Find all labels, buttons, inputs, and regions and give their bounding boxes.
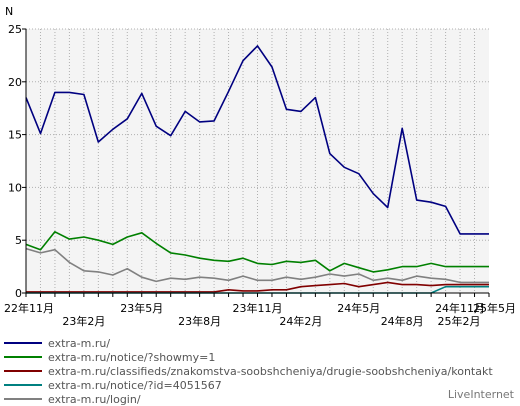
y-axis-label: N <box>5 5 13 18</box>
x-tick-label: 24年11月 <box>435 301 485 315</box>
x-tick-label: 24年5月 <box>337 301 380 315</box>
legend-item: extra-m.ru/ <box>4 336 110 350</box>
legend-label: extra-m.ru/ <box>48 336 111 350</box>
x-tick-label: 23年2月 <box>62 314 105 328</box>
x-tick-label: 22年11月 <box>4 301 54 315</box>
series-line-3 <box>26 281 489 293</box>
series-line-5 <box>25 247 489 284</box>
x-tick-label: 25年2月 <box>438 314 481 328</box>
x-tick-label: 23年11月 <box>233 301 283 315</box>
legend-label: extra-m.ru/classifieds/znakomstva-soobsh… <box>48 364 493 378</box>
series-line-2 <box>25 231 489 273</box>
legend-label: extra-m.ru/notice/?showmy=1 <box>48 350 216 364</box>
legend-item: extra-m.ru/notice/?showmy=1 <box>4 350 215 364</box>
x-tick-label: 24年8月 <box>381 314 424 328</box>
series-line-1 <box>25 45 489 235</box>
y-tick-label: 25 <box>8 23 22 36</box>
legend-swatch <box>4 370 42 372</box>
legend-swatch <box>4 356 42 358</box>
legend-item: extra-m.ru/notice/?id=4051567 <box>4 378 222 392</box>
y-tick-label: 15 <box>8 129 22 142</box>
legend-label: extra-m.ru/login/ <box>48 392 141 406</box>
y-tick-label: 5 <box>15 234 22 247</box>
y-tick-label: 10 <box>8 181 22 194</box>
legend-item: extra-m.ru/login/ <box>4 392 141 406</box>
x-tick-label: 23年8月 <box>178 314 221 328</box>
x-tick-label: 24年2月 <box>279 314 322 328</box>
legend-swatch <box>4 384 42 386</box>
legend-swatch <box>4 342 42 344</box>
legend-item: extra-m.ru/classifieds/znakomstva-soobsh… <box>4 364 493 378</box>
x-tick-label: 23年5月 <box>120 301 163 315</box>
y-axis-ticks: 0 5 10 15 20 25 <box>8 23 26 300</box>
legend-label: extra-m.ru/notice/?id=4051567 <box>48 378 222 392</box>
y-tick-label: 20 <box>8 76 22 89</box>
x-tick-label: 25年5月 <box>473 301 516 315</box>
brand-label: LiveInternet <box>447 388 514 401</box>
x-axis-ticks: 22年11月23年2月23年5月23年8月23年11月24年2月24年5月24年… <box>4 293 516 328</box>
legend-swatch <box>4 398 42 400</box>
y-tick-label: 0 <box>15 287 22 300</box>
